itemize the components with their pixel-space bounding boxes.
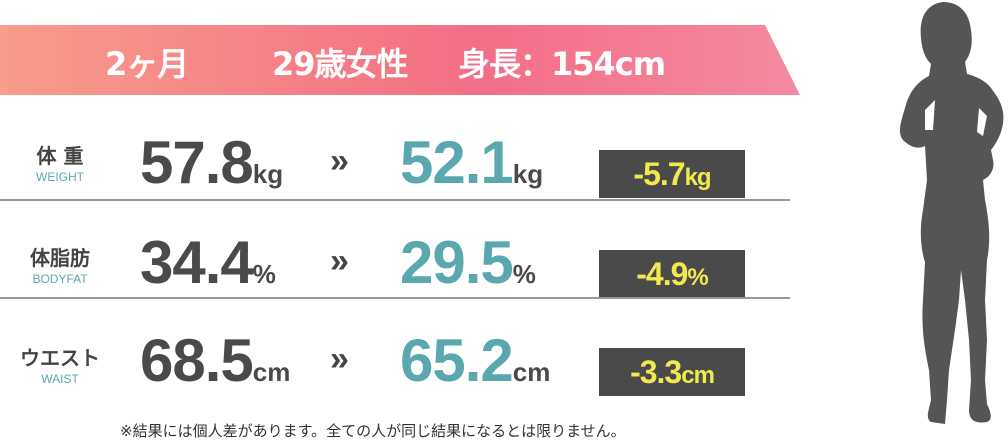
- divider: [0, 297, 790, 299]
- profile-label: 29歳女性: [272, 45, 409, 83]
- row-label: 体脂肪: [30, 246, 90, 270]
- diff-badge: -3.3cm: [599, 348, 745, 396]
- bodyfat-row: 体脂肪 BODYFAT 34.4% » 29.5% -4.9%: [0, 212, 790, 312]
- row-label-en: WAIST: [41, 372, 79, 386]
- arrow-icon: »: [330, 142, 349, 180]
- after-value: 52.1kg: [400, 129, 544, 196]
- arrow-icon: »: [330, 340, 349, 378]
- row-label-en: WEIGHT: [36, 170, 84, 184]
- row-label: 体 重: [36, 144, 84, 168]
- diff-badge: -5.7kg: [599, 150, 745, 198]
- before-value: 57.8kg: [140, 129, 284, 196]
- woman-silhouette-icon: [899, 2, 1004, 424]
- waist-row: ウエスト WAIST 68.5cm » 65.2cm -3.3cm: [0, 310, 790, 410]
- info-banner: 2ヶ月 29歳女性 身長：154cm: [0, 25, 800, 95]
- diff-badge: -4.9%: [599, 250, 745, 298]
- row-label: ウエスト: [20, 346, 100, 370]
- height-label: 身長：154cm: [458, 45, 666, 83]
- weight-row: 体 重 WEIGHT 57.8kg » 52.1kg -5.7kg: [0, 112, 790, 212]
- arrow-icon: »: [330, 242, 349, 280]
- after-value: 65.2cm: [400, 327, 551, 394]
- after-value: 29.5%: [400, 229, 536, 296]
- period-label: 2ヶ月: [105, 45, 189, 83]
- before-value: 68.5cm: [140, 327, 291, 394]
- before-value: 34.4%: [140, 229, 276, 296]
- disclaimer: ※結果には個人差があります。全ての人が同じ結果になるとは限りません。: [120, 422, 626, 440]
- row-label-en: BODYFAT: [32, 272, 88, 286]
- divider: [0, 199, 790, 201]
